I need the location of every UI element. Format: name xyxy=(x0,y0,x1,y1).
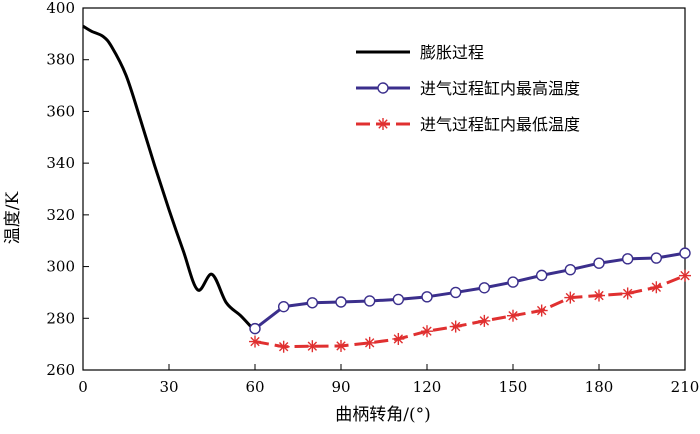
x-tick-label: 180 xyxy=(585,378,614,396)
x-axis-label: 曲柄转角/(°) xyxy=(335,405,431,425)
series-line xyxy=(82,24,257,333)
data-point xyxy=(421,325,433,338)
series-2 xyxy=(249,247,691,335)
asterisk-stroke xyxy=(378,119,388,129)
asterisk-stroke xyxy=(450,321,461,332)
y-tick-label: 280 xyxy=(46,309,75,327)
asterisk-stroke xyxy=(680,270,690,281)
data-point xyxy=(449,320,462,333)
data-point xyxy=(478,314,491,327)
data-point xyxy=(306,340,319,353)
asterisk-stroke xyxy=(422,326,432,336)
series-line xyxy=(254,274,686,349)
x-tick-label: 90 xyxy=(331,378,350,396)
data-point xyxy=(535,304,548,317)
data-point xyxy=(392,332,405,345)
asterisk-stroke xyxy=(278,342,289,352)
x-tick-label: 150 xyxy=(499,378,528,396)
data-point xyxy=(564,291,577,304)
data-point xyxy=(679,247,691,259)
plot-border xyxy=(82,7,686,371)
y-tick-label: 400 xyxy=(46,0,75,17)
x-tick-label: 30 xyxy=(159,378,178,396)
data-point xyxy=(535,269,548,282)
data-point xyxy=(249,335,261,348)
data-point xyxy=(621,253,634,265)
legend-entry-1: 膨胀过程 xyxy=(356,43,484,62)
data-point xyxy=(249,322,261,335)
asterisk-stroke xyxy=(622,288,633,299)
asterisk-stroke xyxy=(393,334,404,344)
data-point xyxy=(650,281,663,294)
x-tick-label: 210 xyxy=(671,378,700,396)
data-point xyxy=(363,336,376,349)
plot-frame xyxy=(82,7,686,371)
y-tick-label: 380 xyxy=(46,51,75,69)
series-layer xyxy=(82,24,691,353)
y-tick-label: 260 xyxy=(46,361,75,379)
data-point xyxy=(679,269,691,282)
series-1 xyxy=(82,24,257,333)
axis-ticks: 0 30 60 90 120 150 180 210 260 280 300 320 340 360 380… xyxy=(46,0,699,396)
asterisk-stroke xyxy=(364,338,375,348)
legend-marker xyxy=(377,82,389,94)
data-point xyxy=(335,339,347,352)
legend-label: 进气过程缸内最高温度 xyxy=(420,79,580,98)
data-point xyxy=(478,282,491,294)
y-tick-label: 300 xyxy=(46,258,75,276)
data-point xyxy=(564,263,577,276)
data-point xyxy=(507,276,519,288)
x-tick-label: 60 xyxy=(245,378,264,396)
asterisk-stroke xyxy=(479,316,490,326)
asterisk-stroke xyxy=(336,341,346,351)
data-point xyxy=(392,293,405,306)
data-point xyxy=(277,300,290,313)
legend-label: 进气过程缸内最低温度 xyxy=(420,115,580,134)
y-tick-label: 320 xyxy=(46,206,75,224)
x-tick-label: 0 xyxy=(78,378,88,396)
y-tick-label: 360 xyxy=(46,102,75,120)
asterisk-stroke xyxy=(508,311,518,321)
data-point xyxy=(650,252,663,264)
legend-marker xyxy=(377,118,389,130)
x-tick-label: 120 xyxy=(413,378,442,396)
legend-label: 膨胀过程 xyxy=(420,43,484,62)
asterisk-stroke xyxy=(250,336,260,347)
asterisk-stroke xyxy=(651,282,662,292)
y-axis-label: 温度/K xyxy=(3,191,23,244)
asterisk-stroke xyxy=(565,292,576,303)
legend-entry-2: 进气过程缸内最高温度 xyxy=(356,79,580,98)
asterisk-stroke xyxy=(594,290,604,301)
series-3 xyxy=(249,269,691,353)
series-line xyxy=(254,251,686,330)
data-point xyxy=(449,286,462,299)
data-point xyxy=(593,289,605,302)
data-point xyxy=(363,295,376,307)
data-point xyxy=(593,257,605,269)
data-point xyxy=(621,287,634,300)
data-point xyxy=(507,309,519,322)
data-point xyxy=(421,291,433,303)
asterisk-stroke xyxy=(536,305,547,316)
data-point xyxy=(277,340,290,353)
data-point xyxy=(306,297,319,309)
data-point xyxy=(335,296,347,308)
y-tick-label: 340 xyxy=(46,154,75,172)
legend-entry-3: 进气过程缸内最低温度 xyxy=(356,115,580,134)
asterisk-stroke xyxy=(307,341,318,351)
